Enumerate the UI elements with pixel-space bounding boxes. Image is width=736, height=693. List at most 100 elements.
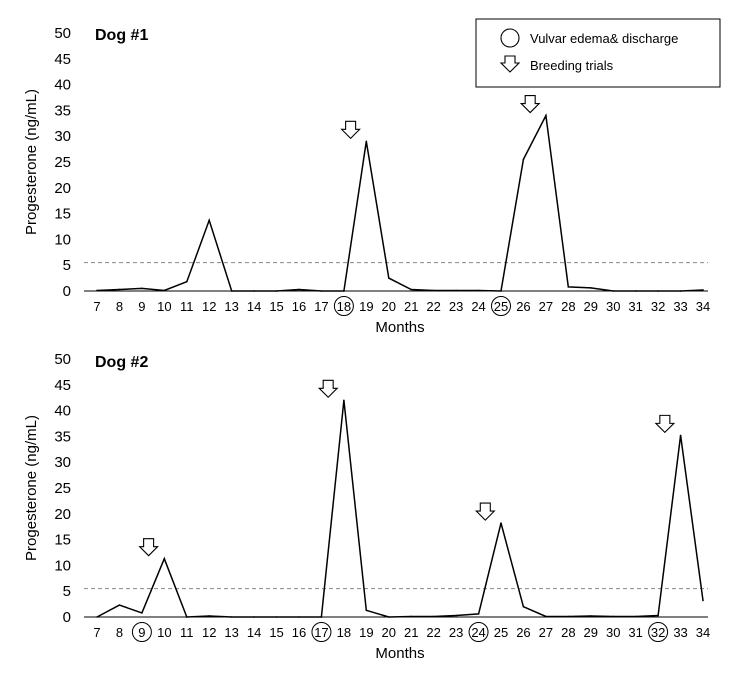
panel-dog-1: 0 5 10 15 20 25 30 35 40 45 50 7 8 9 10 11 12 13 14 15 16 17 1… [23, 25, 710, 336]
data-point [432, 615, 435, 618]
x-tick-label: 9 [138, 299, 145, 314]
data-point [320, 616, 323, 618]
x-tick-label: 33 [673, 299, 687, 314]
y-tick-label: 15 [54, 206, 71, 223]
data-point [298, 616, 300, 618]
x-tick-label: 17 [314, 299, 328, 314]
data-point [118, 604, 121, 606]
x-tick-label: 27 [539, 299, 553, 314]
y-tick-label: 10 [54, 231, 71, 248]
x-tick-label: 8 [116, 299, 123, 314]
x-tick-label: 20 [382, 625, 396, 640]
circled-month-marker [333, 296, 354, 316]
y-tick-label: 45 [54, 377, 71, 394]
x-tick-label: 8 [116, 625, 123, 640]
data-point [477, 289, 480, 292]
x-tick-label: 29 [584, 299, 598, 314]
data-point [612, 290, 615, 292]
data-point [298, 288, 300, 291]
x-tick-label: 12 [202, 625, 216, 640]
data-point [141, 287, 143, 290]
circled-month-marker [131, 622, 152, 642]
y-tick-label: 40 [54, 403, 71, 420]
data-point [387, 616, 390, 618]
y-tick-label: 10 [54, 557, 71, 574]
x-tick-label: 12 [202, 299, 216, 314]
data-point [522, 158, 525, 161]
x-tick-label: 26 [516, 299, 530, 314]
data-point [612, 615, 615, 618]
x-tick-label: 7 [93, 625, 100, 640]
data-point [702, 289, 704, 291]
y-tick-label: 15 [54, 532, 71, 549]
breeding-arrow-icon [317, 379, 339, 399]
y-tick-label: 20 [54, 506, 71, 523]
x-tick-label: 13 [224, 625, 238, 640]
x-tick-label: 9 [138, 625, 145, 640]
down-arrow-icon [499, 55, 521, 73]
x-tick-label: 19 [359, 299, 373, 314]
data-point [500, 522, 502, 524]
data-point [455, 289, 457, 292]
legend-label-breeding: Breeding trials [530, 58, 614, 73]
data-point [545, 615, 547, 618]
y-tick-label: 5 [63, 583, 71, 600]
breeding-arrow-icon [474, 502, 496, 521]
x-tick-label: 23 [449, 625, 463, 640]
data-point [522, 605, 525, 608]
data-point [253, 616, 255, 618]
y-tick-label: 25 [54, 154, 71, 171]
data-point [634, 615, 637, 618]
x-tick-label: 15 [269, 625, 283, 640]
data-point [410, 615, 413, 618]
data-point [275, 290, 278, 292]
data-point [185, 616, 188, 618]
data-point [657, 614, 659, 617]
x-tick-label: 28 [561, 299, 575, 314]
data-point [410, 288, 413, 291]
data-point [545, 114, 547, 117]
x-axis-title: Months [375, 319, 424, 336]
panel-title: Dog #1 [95, 27, 148, 44]
x-tick-label: 26 [516, 625, 530, 640]
data-point [253, 290, 255, 292]
x-tick-label: 16 [292, 625, 306, 640]
data-point [163, 557, 166, 560]
data-point [96, 289, 98, 292]
circled-month-marker [491, 296, 511, 316]
x-tick-label: 16 [292, 299, 306, 314]
x-tick-label: 30 [606, 625, 620, 640]
x-tick-label: 10 [157, 625, 171, 640]
x-tick-label: 21 [404, 299, 418, 314]
data-point [141, 612, 143, 614]
x-tick-label: 11 [180, 299, 194, 314]
breeding-arrow-icon [138, 538, 159, 557]
x-tick-label: 31 [628, 625, 642, 640]
x-tick-label: 30 [606, 299, 620, 314]
x-tick-label: 22 [426, 625, 440, 640]
circled-month-marker [311, 622, 332, 642]
data-point [365, 609, 368, 612]
x-tick-label: 33 [673, 625, 687, 640]
x-tick-label: 7 [93, 299, 100, 314]
x-tick-label: 17 [314, 625, 328, 640]
data-point [387, 277, 390, 279]
x-tick-label: 32 [651, 299, 665, 314]
data-point [320, 290, 323, 292]
breeding-arrow-icon [519, 95, 541, 114]
y-tick-label: 30 [54, 128, 71, 145]
data-point [208, 615, 211, 617]
data-point [679, 290, 682, 292]
x-tick-label: 34 [696, 299, 710, 314]
data-point [567, 615, 570, 618]
x-tick-label: 15 [269, 299, 283, 314]
data-point [702, 599, 704, 602]
x-tick-label: 14 [247, 625, 261, 640]
x-tick-label: 20 [382, 299, 396, 314]
data-point [567, 286, 570, 288]
x-tick-label: 11 [180, 625, 194, 640]
data-point [230, 616, 233, 618]
x-axis-title: Months [375, 645, 424, 662]
x-tick-label: 18 [337, 625, 351, 640]
